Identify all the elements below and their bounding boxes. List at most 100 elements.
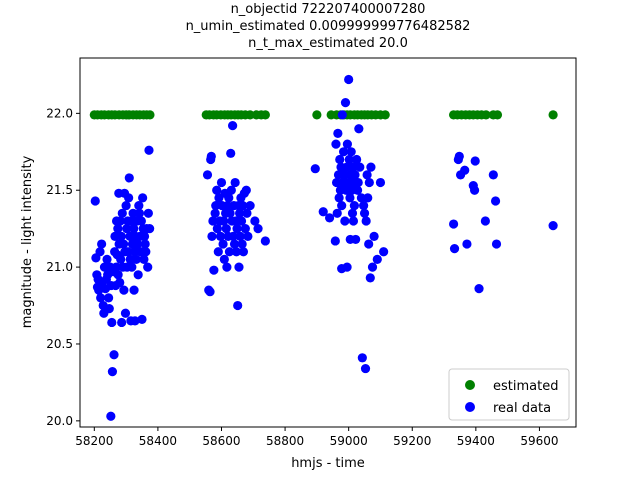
point-real-data [469,185,480,195]
point-real-data [242,208,252,218]
point-real-data [144,145,154,155]
point-real-data [106,411,116,421]
point-real-data [129,224,139,234]
point-real-data [207,231,217,241]
point-real-data [360,363,371,374]
y-tick-label: 20.5 [46,337,73,351]
point-real-data [202,170,213,180]
data-points [89,74,558,421]
point-real-data [318,207,328,217]
point-real-data [240,224,250,234]
point-real-data [365,273,375,283]
point-real-data [143,208,153,218]
point-real-data [324,213,335,223]
point-real-data [470,156,480,166]
point-real-data [474,284,484,294]
point-real-data [234,262,244,272]
point-estimated [481,110,491,120]
point-estimated [260,110,270,120]
point-real-data [236,216,247,226]
point-real-data [366,162,376,172]
point-real-data [216,177,227,188]
point-real-data [356,193,366,203]
point-real-data [491,239,502,249]
point-real-data [221,224,231,234]
point-real-data [134,208,145,218]
point-real-data [359,201,369,211]
y-tick-label: 22.0 [46,106,73,120]
point-real-data [345,193,355,203]
y-axis-label: magnitude - light intensity [20,155,35,328]
point-real-data [364,177,374,188]
point-real-data [115,216,125,226]
point-real-data [352,185,363,195]
point-real-data [130,316,140,326]
point-real-data [119,285,129,295]
point-real-data [342,262,352,272]
point-real-data [104,304,114,314]
title-line-3: n_t_max_estimated 20.0 [248,36,408,51]
point-real-data [230,177,240,188]
point-real-data [352,154,362,165]
point-real-data [219,216,229,226]
point-real-data [219,254,229,265]
point-real-data [97,239,107,249]
x-tick-label: 58800 [266,434,304,448]
point-real-data [117,317,127,328]
point-real-data [334,193,344,203]
point-real-data [225,208,235,218]
x-tick-label: 59600 [520,434,558,448]
point-real-data [111,262,121,272]
point-real-data [117,208,127,218]
point-real-data [342,162,352,172]
point-real-data [116,231,126,241]
point-real-data [372,254,382,265]
point-real-data [228,231,238,241]
x-axis: 58200 58400 58600 58800 59000 59200 59400 59600 [75,427,559,448]
point-real-data [342,139,352,149]
point-real-data [338,147,349,157]
point-estimated [312,110,322,120]
point-real-data [102,254,112,265]
point-real-data [359,208,370,218]
chart-title: n_objectid 722207400007280 n_umin_estima… [186,2,471,51]
point-real-data [348,216,359,226]
point-real-data [335,154,345,165]
point-real-data [95,247,105,257]
point-real-data [224,247,235,257]
point-real-data [364,239,374,249]
point-real-data [348,162,358,172]
point-real-data [331,177,342,188]
point-real-data [140,239,150,249]
point-real-data [224,193,234,203]
point-real-data [143,262,153,272]
point-real-data [363,193,373,203]
point-real-data [228,121,238,131]
point-real-data [205,287,215,297]
point-real-data [226,148,236,158]
point-real-data [340,216,350,226]
point-real-data [137,314,147,324]
point-real-data [109,350,119,360]
x-tick-label: 59200 [393,434,431,448]
point-real-data [231,247,242,257]
point-real-data [123,247,133,257]
point-real-data [238,201,248,211]
point-real-data [206,151,216,161]
x-tick-label: 58200 [75,434,113,448]
point-real-data [116,254,126,265]
point-real-data [355,162,365,172]
point-real-data [245,201,255,211]
point-real-data [139,254,149,265]
point-real-data [310,164,320,174]
point-real-data [253,224,263,234]
point-real-data [113,224,123,234]
x-tick-label: 58600 [202,434,240,448]
point-real-data [222,201,233,211]
point-real-data [339,170,349,180]
point-real-data [480,216,490,226]
point-real-data [337,201,347,211]
point-estimated [380,110,390,120]
point-real-data [115,277,125,288]
point-real-data [449,244,460,254]
